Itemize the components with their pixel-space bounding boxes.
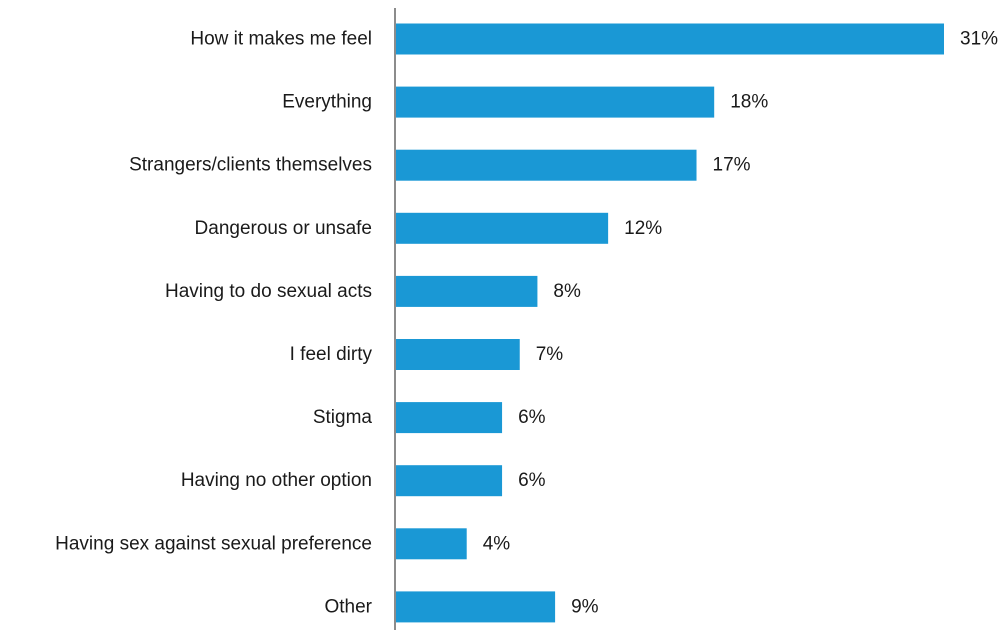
category-label: Stigma: [313, 407, 373, 428]
value-label: 6%: [518, 407, 546, 428]
category-label: Dangerous or unsafe: [195, 218, 372, 239]
value-label: 12%: [624, 218, 662, 239]
value-label: 7%: [536, 344, 564, 365]
value-label: 4%: [483, 533, 511, 554]
bar: [396, 528, 467, 560]
value-label: 31%: [960, 29, 998, 50]
category-label: Having sex against sexual preference: [55, 533, 372, 554]
bar: [396, 465, 503, 497]
category-label: How it makes me feel: [190, 29, 372, 50]
bar: [396, 212, 609, 244]
value-label: 8%: [553, 281, 581, 302]
value-label: 6%: [518, 470, 546, 491]
bar: [396, 149, 697, 181]
category-label: Everything: [282, 92, 372, 113]
value-label: 17%: [713, 155, 751, 176]
bar: [396, 402, 503, 434]
chart-rows: How it makes me feel 31% Everything 18% Stra…: [55, 23, 998, 623]
value-label: 9%: [571, 596, 599, 617]
category-label: I feel dirty: [290, 344, 373, 365]
category-label: Other: [324, 596, 372, 617]
category-label: Having no other option: [181, 470, 372, 491]
bar: [396, 339, 520, 370]
category-label: Strangers/clients themselves: [129, 155, 372, 176]
bar: [396, 86, 715, 118]
bar: [396, 591, 556, 623]
value-label: 18%: [730, 92, 768, 113]
bar: [396, 23, 944, 55]
bar: [396, 275, 538, 307]
category-label: Having to do sexual acts: [165, 281, 372, 302]
